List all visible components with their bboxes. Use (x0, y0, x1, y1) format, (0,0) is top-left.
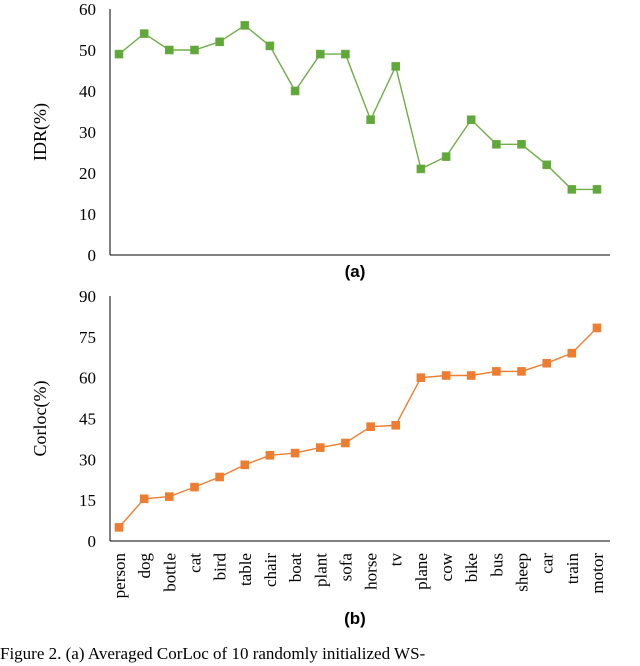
y-tick-label: 50 (79, 41, 96, 60)
data-point-plant (315, 49, 325, 59)
x-tick-label-bottle: bottle (160, 553, 179, 592)
y-tick-label: 30 (79, 123, 96, 142)
chart-a: 0 10 20 30 40 50 60 IDR(%) (a) (30, 0, 610, 281)
data-point-tv (391, 420, 401, 430)
data-point-motor (592, 323, 602, 333)
data-point-person (114, 523, 124, 532)
x-tick-label-dog: dog (135, 553, 154, 579)
chart-b-series-line (118, 327, 598, 528)
data-point-dog (139, 29, 149, 38)
data-point-plant (315, 443, 325, 452)
data-point-horse (366, 115, 375, 124)
chart-b-y-axis-label: Corloc(%) (30, 381, 51, 457)
chart-b-points (114, 323, 602, 532)
data-point-car (542, 160, 552, 170)
data-point-bike (466, 115, 476, 124)
x-tick-label-plane: plane (412, 553, 431, 590)
data-point-dog (139, 494, 149, 504)
y-tick-label: 45 (79, 410, 96, 429)
x-tick-label-cat: cat (185, 553, 204, 573)
x-tick-label-bus: bus (487, 553, 506, 577)
data-point-bus (492, 367, 501, 376)
x-tick-label-train: train (563, 553, 582, 585)
data-point-bird (215, 37, 224, 47)
y-tick-label: 10 (79, 205, 96, 224)
x-tick-label-horse: horse (362, 553, 381, 590)
data-point-sofa (341, 438, 350, 448)
data-point-cat (190, 45, 199, 55)
data-point-boat (290, 448, 300, 458)
chart-a-y-ticks: 0 10 20 30 40 50 60 (79, 0, 96, 265)
data-point-horse (366, 422, 375, 432)
data-point-sheep (517, 367, 526, 376)
chart-b-y-ticks: 0 15 30 45 60 75 90 (79, 287, 96, 551)
x-tick-label-sofa: sofa (336, 553, 355, 582)
x-tick-label-motor: motor (588, 553, 607, 594)
y-tick-label: 40 (79, 82, 96, 101)
x-tick-label-chair: chair (261, 553, 280, 587)
data-point-train (567, 348, 577, 358)
y-tick-label: 75 (79, 328, 96, 347)
x-tick-label-bike: bike (462, 553, 481, 582)
x-tick-label-boat: boat (286, 553, 305, 583)
chart-b-category-labels: person dog bottle cat bird table chair boat plan… (110, 552, 607, 598)
x-tick-label-plant: plant (311, 553, 330, 587)
data-point-train (567, 185, 577, 194)
data-point-table (240, 460, 250, 470)
y-tick-label: 0 (88, 246, 97, 265)
data-point-tv (391, 62, 401, 71)
chart-b-panel-label: (b) (344, 609, 366, 628)
data-point-cow (441, 152, 451, 161)
data-point-person (114, 49, 124, 59)
y-tick-label: 60 (79, 0, 96, 19)
data-point-chair (265, 450, 275, 460)
data-point-sheep (517, 140, 526, 149)
chart-a-y-axis-label: IDR(%) (30, 103, 51, 161)
data-point-boat (290, 86, 300, 96)
y-tick-label: 90 (79, 287, 96, 306)
figure-caption: Figure 2. (a) Averaged CorLoc of 10 rand… (0, 644, 426, 663)
y-tick-label: 60 (79, 369, 96, 388)
y-tick-label: 30 (79, 450, 96, 469)
chart-a-points (114, 21, 602, 194)
data-point-cow (441, 371, 451, 380)
x-tick-label-car: car (538, 553, 557, 574)
data-point-bottle (165, 45, 174, 55)
chart-a-panel-label: (a) (345, 262, 366, 281)
data-point-bottle (165, 492, 174, 501)
data-point-plane (416, 373, 426, 383)
x-tick-label-table: table (236, 553, 255, 586)
x-tick-label-tv: tv (387, 553, 406, 567)
data-point-car (542, 358, 552, 368)
data-point-sofa (341, 49, 350, 59)
x-tick-label-sheep: sheep (513, 553, 532, 592)
x-tick-label-person: person (110, 553, 129, 599)
data-point-table (240, 21, 250, 30)
x-tick-label-bird: bird (211, 553, 230, 581)
data-point-bird (215, 472, 224, 482)
data-point-bike (466, 371, 476, 380)
data-point-cat (190, 482, 199, 492)
data-point-chair (265, 41, 275, 51)
data-point-bus (492, 140, 501, 149)
x-tick-label-cow: cow (437, 552, 456, 581)
y-tick-label: 15 (79, 491, 96, 510)
data-point-plane (416, 164, 426, 174)
data-point-motor (592, 185, 602, 194)
y-tick-label: 0 (88, 532, 97, 551)
y-tick-label: 20 (79, 164, 96, 183)
